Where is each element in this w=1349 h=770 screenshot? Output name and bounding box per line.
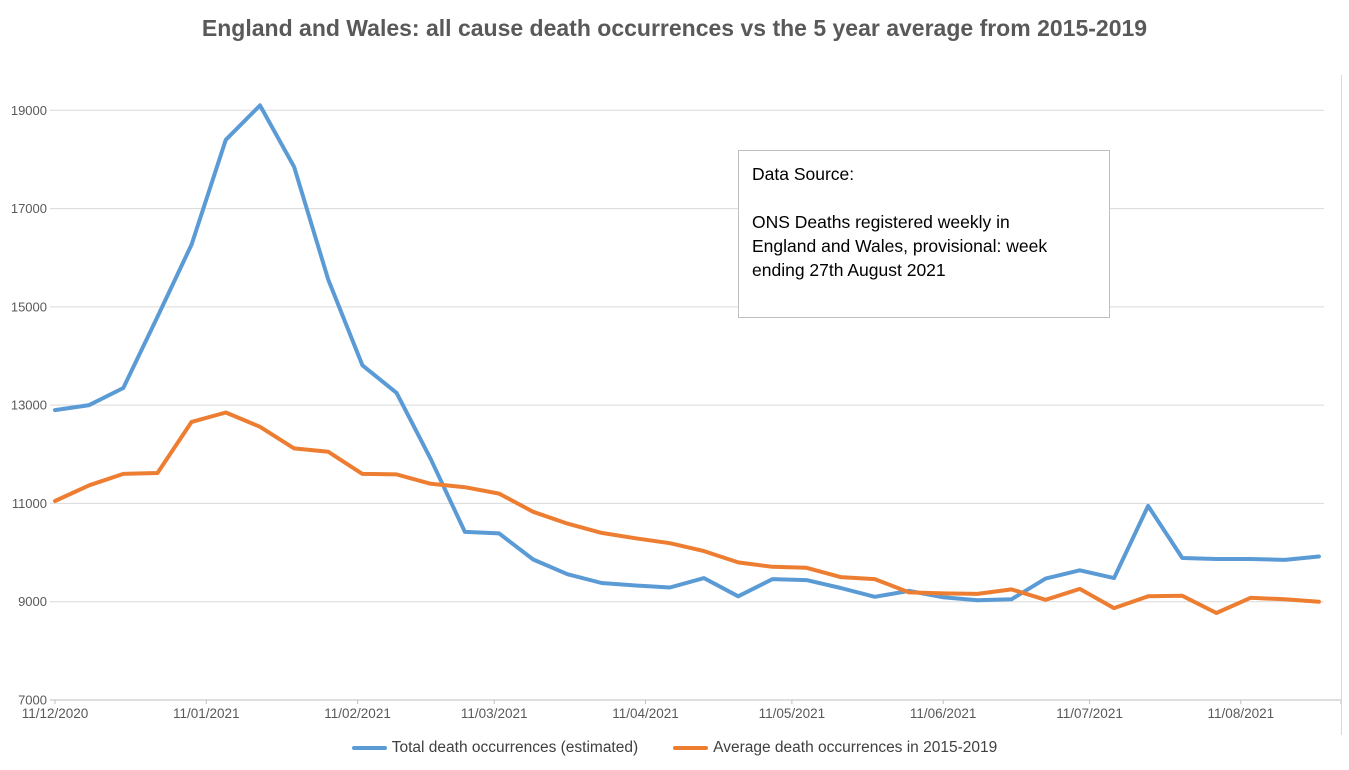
y-axis-tick-label: 15000 — [11, 299, 47, 314]
legend-item-total: Total death occurrences (estimated) — [351, 739, 639, 757]
x-axis-tick-label: 11/03/2021 — [461, 706, 528, 721]
data-source-body: ONS Deaths registered weekly in England … — [752, 212, 1048, 280]
data-source-heading: Data Source: — [752, 164, 855, 184]
legend-swatch-total-icon — [351, 745, 387, 751]
y-axis-tick-label: 13000 — [11, 398, 47, 413]
x-axis-tick-label: 11/01/2021 — [173, 706, 240, 721]
x-axis-tick-label: 11/12/2020 — [22, 706, 89, 721]
x-axis-tick-label: 11/04/2021 — [612, 706, 679, 721]
y-axis-tick-label: 9000 — [18, 594, 47, 609]
x-axis-tick-label: 11/08/2021 — [1208, 706, 1275, 721]
x-axis-tick-label: 11/05/2021 — [759, 706, 826, 721]
series-line-average — [53, 410, 1321, 615]
legend-label-average: Average death occurrences in 2015-2019 — [713, 739, 998, 756]
legend-label-total: Total death occurrences (estimated) — [391, 739, 639, 756]
legend-swatch-average-icon — [673, 745, 709, 751]
y-axis-tick-label: 19000 — [11, 103, 47, 118]
chart-title: England and Wales: all cause death occur… — [201, 15, 1148, 41]
data-source-box: Data Source: ONS Deaths registered weekl… — [738, 150, 1110, 318]
series-line-total — [53, 103, 1321, 603]
legend-item-average: Average death occurrences in 2015-2019 — [673, 739, 997, 757]
y-axis-tick-label: 11000 — [12, 496, 47, 511]
x-axis-tick-label: 11/06/2021 — [910, 706, 977, 721]
x-axis-tick-label: 11/02/2021 — [324, 706, 391, 721]
y-axis-tick-label: 7000 — [18, 693, 47, 708]
x-axis-tick-label: 11/07/2021 — [1056, 706, 1123, 721]
y-axis-tick-label: 17000 — [11, 201, 47, 216]
chart-legend: Total death occurrences (estimated) Aver… — [0, 739, 1349, 757]
